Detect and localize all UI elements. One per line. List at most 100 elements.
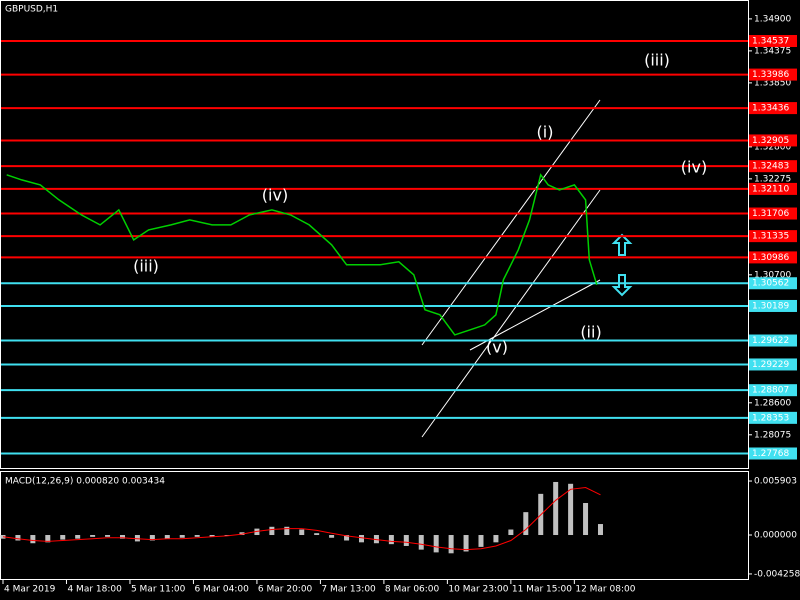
y-tick-label: 0.005903	[754, 477, 797, 487]
channel-line	[469, 279, 601, 351]
level-label: 1.27768	[752, 449, 789, 459]
wave-label: (i)	[537, 123, 554, 142]
macd-bar	[15, 535, 21, 541]
macd-bar	[358, 535, 364, 543]
level-tag	[749, 207, 797, 220]
y-tick-label: 1.28600	[754, 398, 791, 408]
macd-bar	[299, 529, 305, 536]
price-line	[6, 173, 598, 336]
level-label: 1.30562	[752, 279, 789, 289]
level-label: 1.30986	[752, 253, 789, 263]
y-tick-label: 1.34375	[754, 46, 791, 56]
macd-bar	[553, 481, 559, 536]
x-tick-label: 7 Mar 13:00	[321, 585, 376, 595]
channel-line	[421, 189, 601, 438]
macd-bar	[30, 535, 36, 544]
wave-label: (iv)	[262, 186, 288, 205]
macd-bar	[508, 529, 514, 536]
level-tag	[749, 358, 797, 371]
level-tag	[749, 160, 797, 173]
level-tag	[749, 35, 797, 48]
signal-line	[2, 486, 601, 551]
level-label: 1.31706	[752, 209, 789, 219]
macd-bar	[329, 535, 335, 538]
level-tag	[749, 68, 797, 81]
x-tick-label: 6 Mar 04:00	[194, 585, 249, 595]
level-label: 1.33986	[752, 70, 789, 80]
macd-bar	[269, 526, 275, 536]
level-tag	[749, 102, 797, 115]
level-label: 1.30189	[752, 301, 789, 311]
macd-bar	[0, 535, 6, 539]
macd-title: MACD(12,26,9) 0.000820 0.003434	[5, 477, 165, 487]
level-tag	[749, 230, 797, 243]
y-tick-label: 1.32275	[754, 174, 791, 184]
down-arrow	[611, 274, 633, 297]
level-tag	[749, 277, 797, 290]
y-tick-label: 1.34900	[754, 14, 791, 24]
x-tick-label: 5 Mar 11:00	[131, 585, 186, 595]
macd-bar	[209, 535, 215, 537]
level-label: 1.33436	[752, 104, 789, 114]
macd-bar	[314, 533, 320, 536]
level-tag	[749, 447, 797, 460]
level-tag	[749, 384, 797, 397]
macd-bar	[344, 535, 350, 541]
y-tick-label: 1.33850	[754, 78, 791, 88]
macd-bar	[523, 512, 529, 536]
macd-bar	[568, 483, 574, 536]
level-tag	[749, 251, 797, 264]
macd-bar	[463, 535, 469, 552]
macd-bar	[284, 526, 290, 536]
macd-bar	[179, 535, 185, 538]
y-tick-label: 1.32800	[754, 142, 791, 152]
chart-title: GBPUSD,H1	[5, 5, 58, 15]
macd-bar	[75, 535, 81, 539]
macd-bar	[493, 535, 499, 543]
level-label: 1.32110	[752, 184, 789, 194]
level-label: 1.34537	[752, 37, 789, 47]
macd-bar	[194, 535, 200, 537]
level-label: 1.31335	[752, 232, 789, 242]
wave-label: (ii)	[580, 323, 601, 342]
macd-bar	[583, 503, 589, 536]
macd-bar	[164, 535, 170, 539]
level-tag	[749, 411, 797, 424]
macd-bar	[403, 535, 409, 546]
wave-label: (iv)	[681, 158, 707, 177]
x-tick-label: 4 Mar 2019	[4, 585, 56, 595]
up-arrow	[611, 233, 633, 256]
macd-bar	[478, 535, 484, 547]
macd-bar	[105, 535, 111, 537]
macd-bar	[224, 535, 230, 536]
level-label: 1.29622	[752, 336, 789, 346]
level-tag	[749, 182, 797, 195]
level-tag	[749, 134, 797, 147]
level-tag	[749, 299, 797, 312]
macd-bar	[418, 535, 424, 550]
wave-label: (iii)	[644, 51, 670, 70]
y-tick-label: 0.000000	[754, 531, 797, 541]
y-tick-label: -0.004258	[754, 569, 800, 579]
macd-bar	[448, 535, 454, 554]
macd-bar	[388, 535, 394, 545]
macd-bar	[597, 524, 603, 536]
macd-bar	[60, 535, 66, 540]
level-tag	[749, 334, 797, 347]
level-label: 1.28353	[752, 413, 789, 423]
wave-label: (v)	[486, 338, 508, 357]
level-label: 1.32483	[752, 162, 789, 172]
level-label: 1.28807	[752, 386, 789, 396]
x-tick-label: 10 Mar 23:00	[448, 585, 508, 595]
x-tick-label: 4 Mar 18:00	[67, 585, 122, 595]
macd-frame	[0, 471, 749, 580]
x-tick-label: 11 Mar 15:00	[512, 585, 572, 595]
x-tick-label: 12 Mar 08:00	[575, 585, 635, 595]
level-label: 1.32905	[752, 136, 789, 146]
x-tick-label: 8 Mar 06:00	[385, 585, 440, 595]
level-label: 1.29229	[752, 360, 789, 370]
x-tick-label: 6 Mar 20:00	[258, 585, 313, 595]
y-tick-label: 1.28075	[754, 430, 791, 440]
